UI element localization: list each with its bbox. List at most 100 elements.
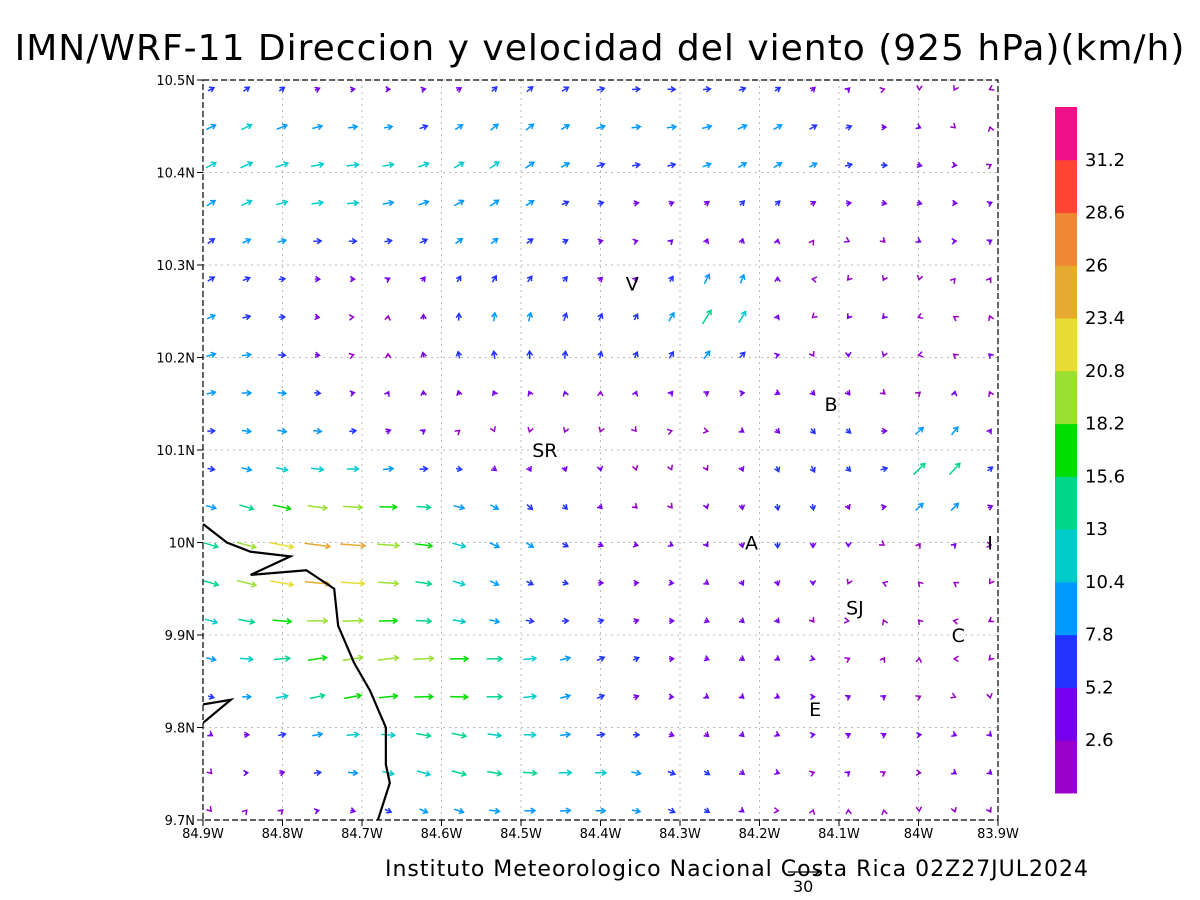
wind-vector xyxy=(489,199,500,207)
wind-vector-head xyxy=(668,617,675,625)
wind-vector xyxy=(633,200,640,207)
wind-vector-shaft xyxy=(382,163,394,167)
wind-vector xyxy=(277,731,287,739)
wind-vector-head xyxy=(773,580,781,587)
wind-vector xyxy=(809,503,817,512)
wind-vector xyxy=(418,199,430,206)
wind-vector-head xyxy=(703,617,711,624)
wind-vector xyxy=(490,349,498,359)
wind-vector xyxy=(206,805,213,813)
wind-vector-head xyxy=(393,580,400,587)
wind-vector xyxy=(985,276,992,284)
wind-vector xyxy=(738,731,745,738)
wind-vector-shaft xyxy=(206,391,216,395)
wind-vector xyxy=(313,808,321,815)
wind-vector-head xyxy=(915,391,922,398)
wind-vector xyxy=(347,769,359,777)
wind-vector-head xyxy=(391,503,398,511)
wind-vector-head xyxy=(774,730,781,737)
wind-vector-head xyxy=(565,731,572,738)
wind-vector-head xyxy=(599,123,607,131)
wind-vector-head xyxy=(351,427,358,435)
wind-vector-head xyxy=(279,769,286,777)
wind-vector xyxy=(951,730,958,738)
wind-vector-head xyxy=(208,86,216,93)
wind-vector-head xyxy=(491,86,498,93)
coastline-line xyxy=(203,523,391,820)
wind-vector xyxy=(915,806,923,813)
wind-vector xyxy=(950,806,958,814)
wind-vector-head xyxy=(879,86,886,94)
wind-vector-head xyxy=(919,462,926,469)
wind-vector-shaft xyxy=(451,770,467,776)
wind-vector xyxy=(416,770,432,777)
wind-vector xyxy=(455,237,464,245)
wind-vector xyxy=(809,770,816,777)
wind-vector-head xyxy=(353,199,360,207)
wind-vector-head xyxy=(741,123,748,130)
wind-vector-head xyxy=(357,654,365,662)
wind-vector-head xyxy=(738,731,745,738)
wind-vector xyxy=(951,237,958,245)
wind-vector-shaft xyxy=(272,619,292,623)
wind-vector xyxy=(596,86,606,93)
wind-vector-shaft xyxy=(377,656,399,661)
wind-vector-head xyxy=(349,86,356,93)
wind-vector xyxy=(559,807,572,814)
colorbar-label: 7.8 xyxy=(1085,625,1114,646)
wind-vector-head xyxy=(988,352,995,360)
wind-vector xyxy=(561,200,570,207)
wind-vector-shaft xyxy=(307,504,327,509)
wind-vector xyxy=(454,429,461,436)
wind-vector xyxy=(236,579,258,588)
wind-vector-head xyxy=(774,542,781,550)
wind-vector-head xyxy=(322,504,329,512)
wind-vector xyxy=(489,580,500,587)
wind-vector-head xyxy=(455,87,463,93)
wind-vector xyxy=(420,351,427,358)
wind-vector-shaft xyxy=(913,462,926,476)
y-tick-label: 10.4N xyxy=(156,167,195,182)
wind-vector-head xyxy=(986,768,993,775)
wind-vector-head xyxy=(951,730,958,738)
wind-vector-head xyxy=(565,807,572,814)
wind-vector-head xyxy=(808,351,815,358)
wind-vector-head xyxy=(706,309,712,316)
wind-vector-head xyxy=(489,426,496,433)
wind-vector xyxy=(809,731,816,739)
wind-vectors xyxy=(203,84,995,816)
colorbar-segment xyxy=(1055,581,1077,636)
wind-vector-head xyxy=(462,693,470,701)
wind-vector xyxy=(276,123,289,130)
wind-vector xyxy=(525,200,535,207)
wind-vector-head xyxy=(463,655,470,663)
wind-vector xyxy=(986,239,993,246)
wind-vector-head xyxy=(668,579,675,586)
wind-vector xyxy=(243,731,251,739)
y-tick-label: 9.7N xyxy=(165,814,195,829)
wind-vector-shaft xyxy=(702,125,712,130)
wind-vector xyxy=(416,732,432,739)
city-label: I xyxy=(987,533,993,555)
wind-vector xyxy=(844,87,851,94)
wind-vector-shaft xyxy=(270,541,294,548)
wind-vector xyxy=(667,390,674,397)
wind-vector-shaft xyxy=(413,657,434,661)
wind-vector-head xyxy=(317,731,324,738)
wind-vector xyxy=(348,352,355,360)
wind-vector-shaft xyxy=(487,733,502,737)
wind-vector xyxy=(948,462,961,476)
wind-vector xyxy=(349,275,356,283)
wind-vector xyxy=(631,390,639,397)
wind-vector xyxy=(986,541,993,549)
wind-vector-head xyxy=(319,692,326,700)
wind-vector-head xyxy=(493,504,500,511)
wind-vector-shaft xyxy=(948,462,961,476)
wind-vector xyxy=(419,429,426,435)
wind-vector-shaft xyxy=(560,733,571,737)
wind-vector-head xyxy=(845,465,852,473)
wind-vector-head xyxy=(357,503,364,511)
wind-vector-head xyxy=(844,389,851,396)
wind-vector-head xyxy=(245,237,252,244)
wind-vector-head xyxy=(988,578,995,585)
